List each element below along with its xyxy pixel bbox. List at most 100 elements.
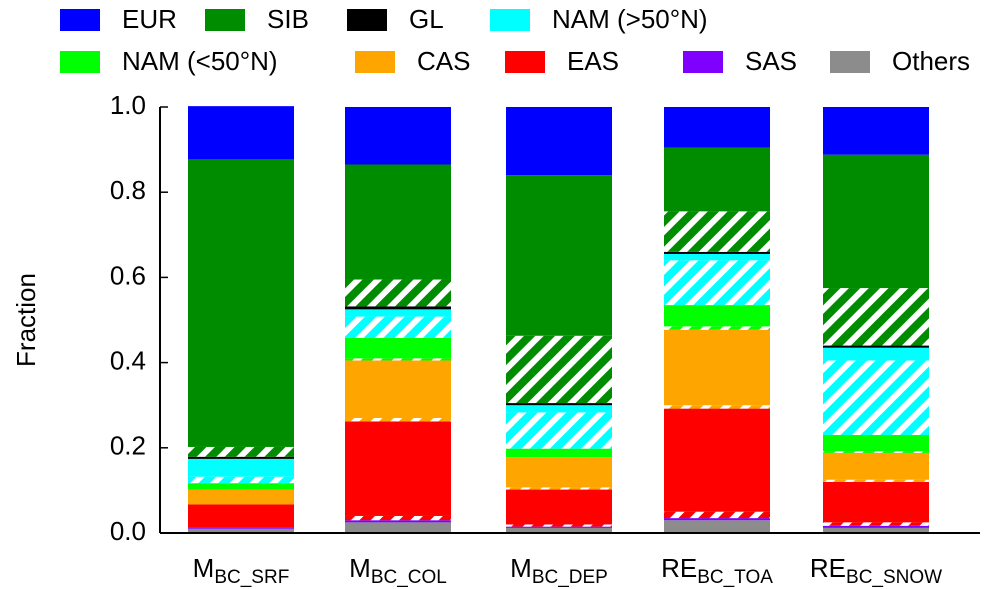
y-tick-label: 1.0 (110, 90, 146, 120)
bar-segment (823, 527, 929, 533)
x-tick-label: MBC_DEP (510, 553, 608, 588)
bar-segment (188, 456, 294, 459)
bar-segment (506, 457, 612, 488)
legend-swatch (347, 9, 387, 31)
hatched-segment (188, 476, 294, 484)
bar-segment (823, 452, 929, 480)
category-main: M (193, 553, 215, 583)
legend-swatch (505, 51, 545, 73)
hatched-segment (345, 515, 451, 521)
legend-swatch (830, 51, 870, 73)
bar-segment (664, 329, 770, 406)
legend-label: GL (409, 4, 444, 34)
bar-segment (664, 518, 770, 521)
legend-swatch (60, 51, 100, 73)
category-subscript: BC_COL (371, 567, 447, 588)
hatched-segment (345, 417, 451, 422)
hatched-segment (823, 479, 929, 482)
bar-segment (664, 253, 770, 261)
bar-segment (664, 520, 770, 533)
category-main: RE (810, 553, 846, 583)
bar-segment (188, 504, 294, 528)
legend-swatch (490, 9, 530, 31)
hatched-segment (188, 446, 294, 457)
bar-segment (345, 421, 451, 516)
bar-segment (823, 347, 929, 361)
x-tick-label: REBC_SNOW (810, 553, 942, 588)
bar-segment (345, 522, 451, 533)
category-main: RE (661, 553, 697, 583)
bar-segment (506, 403, 612, 406)
hatched-segment (345, 316, 451, 338)
legend-label: SIB (267, 4, 309, 34)
bar-segment (188, 159, 294, 447)
bar-segment (664, 251, 770, 254)
hatched-segment (823, 288, 929, 346)
bar-segment (823, 345, 929, 348)
hatched-segment (345, 279, 451, 307)
y-tick-label: 0.0 (110, 516, 146, 546)
bar-segment (823, 435, 929, 452)
bar-segment (345, 164, 451, 280)
bar-segment (506, 448, 612, 458)
category-subscript: BC_SRF (214, 567, 289, 588)
bar-segment (664, 305, 770, 327)
y-tick-label: 0.8 (110, 175, 146, 205)
legend-label: Others (892, 46, 970, 76)
hatched-segment (823, 451, 929, 453)
bar-segment (506, 526, 612, 528)
bar-segment (506, 489, 612, 525)
bar-segment (664, 408, 770, 512)
bar-segment (345, 306, 451, 310)
hatched-segment (506, 335, 612, 404)
hatched-segment (506, 487, 612, 490)
bar-segment (345, 107, 451, 165)
legend-swatch (60, 9, 100, 31)
category-main: M (510, 553, 532, 583)
bar-segment (506, 405, 612, 413)
y-tick-label: 0.6 (110, 260, 146, 290)
legend-label: NAM (>50°N) (552, 4, 708, 34)
bar-segment (823, 154, 929, 289)
bar-segment (823, 481, 929, 523)
hatched-segment (664, 405, 770, 409)
hatched-segment (664, 260, 770, 306)
hatched-segment (664, 511, 770, 519)
legend-swatch (205, 9, 245, 31)
hatched-segment (664, 211, 770, 252)
x-tick-label: REBC_TOA (661, 553, 773, 588)
bar-segment (823, 107, 929, 155)
hatched-segment (506, 524, 612, 527)
legend-label: CAS (417, 46, 470, 76)
legend-swatch (683, 51, 723, 73)
bar-segment (345, 520, 451, 523)
bar-segment (188, 458, 294, 477)
bar-segment (345, 337, 451, 359)
bar-segment (345, 309, 451, 317)
bar-segment (188, 527, 294, 529)
y-tick-label: 0.4 (110, 345, 146, 375)
hatched-segment (823, 360, 929, 436)
hatched-segment (506, 412, 612, 449)
bar-segment (345, 360, 451, 418)
bar-segment (506, 527, 612, 533)
bar-segment (664, 107, 770, 148)
y-axis-label: Fraction (11, 273, 41, 367)
legend-label: SAS (745, 46, 797, 76)
bar-segment (188, 106, 294, 160)
hatched-segment (345, 358, 451, 361)
bar-segment (188, 489, 294, 505)
bar-segment (506, 175, 612, 336)
category-subscript: BC_TOA (697, 567, 773, 588)
legend-label: EUR (122, 4, 177, 34)
legend-label: NAM (<50°N) (122, 46, 278, 76)
legend-label: EAS (567, 46, 619, 76)
bar-segment (506, 107, 612, 176)
x-tick-label: MBC_SRF (193, 553, 290, 588)
x-tick-label: MBC_COL (349, 553, 447, 588)
hatched-segment (823, 522, 929, 526)
y-tick-label: 0.2 (110, 431, 146, 461)
bar-segment (188, 528, 294, 533)
category-subscript: BC_DEP (532, 567, 608, 588)
